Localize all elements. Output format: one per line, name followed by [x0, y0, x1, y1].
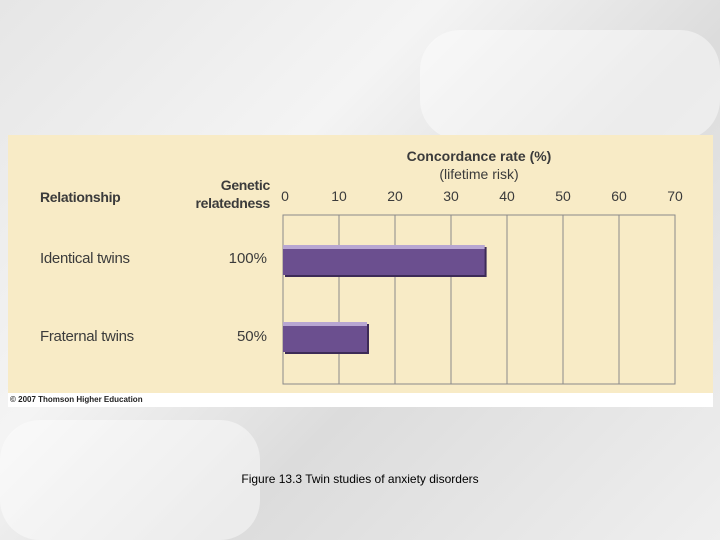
x-tick-label: 10: [331, 188, 347, 204]
bars: [283, 245, 487, 354]
relatedness-identical: 100%: [228, 250, 267, 267]
genetic-relatedness-header: Genetic relatedness: [192, 176, 270, 212]
x-tick-label: 40: [499, 188, 515, 204]
bar-body: [283, 245, 485, 275]
tick-labels: 0 10 20 30 40 50 60 70: [281, 188, 683, 204]
x-tick-label: 70: [667, 188, 683, 204]
chart-title: Concordance rate (%): [407, 148, 552, 164]
x-tick-label: 50: [555, 188, 571, 204]
background-shape: [420, 30, 720, 140]
background-shape: [0, 420, 260, 540]
x-tick-label: 0: [281, 188, 289, 204]
row-label-fraternal: Fraternal twins: [40, 328, 134, 345]
relatedness-fraternal: 50%: [236, 328, 267, 345]
relationship-header: Relationship: [40, 189, 121, 205]
bar-highlight: [283, 245, 485, 249]
x-tick-label: 60: [611, 188, 627, 204]
genetic-relatedness-header-text: Genetic relatedness: [195, 177, 270, 211]
bar-fraternal-twins: [283, 322, 369, 354]
bar-highlight: [283, 322, 367, 326]
gridlines: [282, 214, 676, 385]
copyright-text: © 2007 Thomson Higher Education: [10, 395, 143, 404]
x-tick-label: 20: [387, 188, 403, 204]
x-tick-label: 30: [443, 188, 459, 204]
bar-identical-twins: [283, 245, 487, 277]
copyright-strip: [8, 393, 713, 407]
chart-subtitle: (lifetime risk): [439, 166, 518, 182]
row-label-identical: Identical twins: [40, 250, 130, 267]
plot-frame: [282, 214, 676, 385]
figure-caption: Figure 13.3 Twin studies of anxiety diso…: [241, 472, 479, 486]
bar-body: [283, 322, 367, 352]
